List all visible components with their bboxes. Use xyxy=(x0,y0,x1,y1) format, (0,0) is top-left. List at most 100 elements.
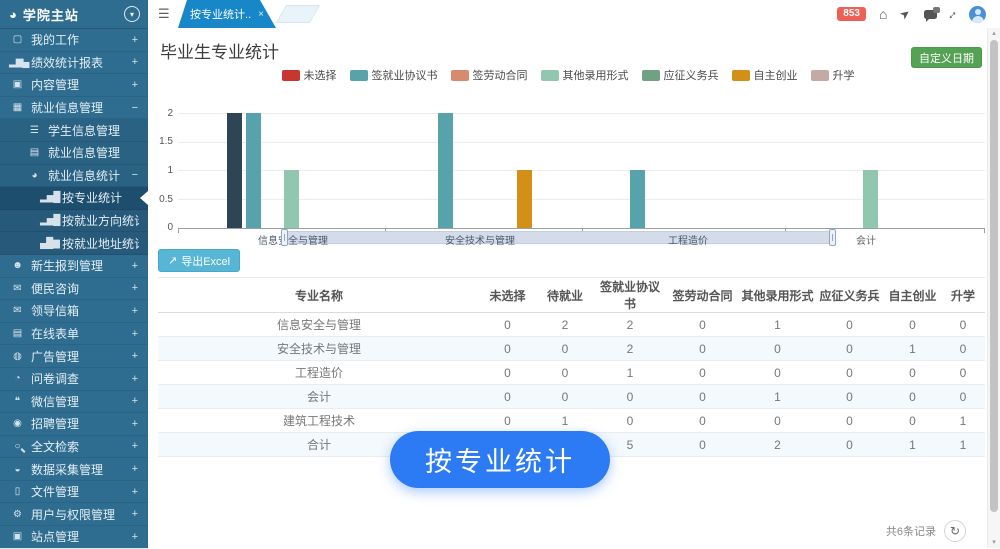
fullscreen-icon[interactable]: ↕ xyxy=(945,6,961,22)
sidebar-item-leader-mailbox[interactable]: ✉ 领导信箱 + xyxy=(0,300,148,323)
sidebar-item-employment-stats[interactable]: ◕ 就业信息统计 − xyxy=(0,164,148,188)
sidebar-header[interactable]: ◕ 学院主站 ▾ xyxy=(0,0,148,29)
legend-item-army[interactable]: 应征义务兵 xyxy=(641,67,719,83)
custom-date-button[interactable]: 自定义日期 xyxy=(911,47,982,68)
bar-c2-agreement xyxy=(438,113,453,228)
x-tick xyxy=(178,229,179,233)
sidebar-item-freshman-registration[interactable]: ☻ 新生报到管理 + xyxy=(0,255,148,278)
record-count: 共6条记录 xyxy=(885,526,936,538)
topbar-actions: 853 ⌂ ➤ ↕ xyxy=(837,0,986,28)
vertical-scrollbar[interactable]: ▴ ▾ xyxy=(987,28,1000,548)
sidebar-item-wechat-mgmt[interactable]: ❝ 微信管理 + xyxy=(0,391,148,414)
laptop-icon: ▢ xyxy=(12,34,22,46)
bar-c1-pending xyxy=(227,113,242,228)
tab-by-major-stats[interactable]: 按专业统计.. × xyxy=(178,0,276,28)
legend-item-unselected[interactable]: 未选择 xyxy=(281,67,337,83)
legend-swatch xyxy=(731,69,750,81)
plus-icon: + xyxy=(131,259,138,272)
plus-icon: + xyxy=(131,350,138,363)
bar-c4-other xyxy=(863,170,878,228)
legend-item-startup[interactable]: 自主创业 xyxy=(731,67,798,83)
scroll-up-icon[interactable]: ▴ xyxy=(992,30,996,37)
plus-icon: + xyxy=(131,508,138,521)
minus-icon: − xyxy=(131,169,138,182)
briefcase-icon: ▦ xyxy=(12,102,22,114)
refresh-button[interactable]: ↻ xyxy=(944,520,966,542)
by-major-stats-overlay-button[interactable]: 按专业统计 xyxy=(390,431,610,488)
sidebar-item-data-collection[interactable]: ◒ 数据采集管理 + xyxy=(0,458,148,481)
page-content: 毕业生专业统计 自定义日期 未选择 签就业协议书 签劳动合同 其他录用形式 xyxy=(148,28,988,548)
comment-icon: ❝ xyxy=(14,395,20,407)
close-icon[interactable]: × xyxy=(258,8,264,20)
legend-item-other[interactable]: 其他录用形式 xyxy=(540,67,629,83)
sidebar-item-by-major-stats[interactable]: ▂▅█ 按专业统计 xyxy=(0,187,148,210)
image-icon: ▣ xyxy=(12,531,22,543)
sidebar-item-convenience-consult[interactable]: ✉ 便民咨询 + xyxy=(0,278,148,301)
sidebar-item-ad-mgmt[interactable]: ◍ 广告管理 + xyxy=(0,345,148,368)
y-tick-label: 0 xyxy=(167,222,173,233)
sidebar-item-student-info-mgmt[interactable]: ☰ 学生信息管理 xyxy=(0,119,148,142)
scrollbar-thumb[interactable] xyxy=(990,40,998,512)
area-chart-icon: ▄█▆ xyxy=(40,237,60,249)
envelope-icon: ✉ xyxy=(13,305,21,317)
plus-icon: + xyxy=(131,78,138,91)
sidebar-item-by-direction-stats[interactable]: ▂▅█ 按就业方向统计 xyxy=(0,209,148,233)
send-icon[interactable]: ➤ xyxy=(897,5,914,23)
export-excel-button[interactable]: ↗ 导出Excel xyxy=(158,249,241,272)
sidebar-item-content-mgmt[interactable]: ▣ 内容管理 + xyxy=(0,74,148,97)
y-tick-label: 1.5 xyxy=(159,136,173,147)
legend-item-further-study[interactable]: 升学 xyxy=(810,67,855,83)
topbar: ☰ 按专业统计.. × 853 ⌂ ➤ ↕ xyxy=(148,0,1000,29)
sidebar-item-recruitment-mgmt[interactable]: ◉ 招聘管理 + xyxy=(0,413,148,436)
col-header: 待就业 xyxy=(535,277,595,313)
gridline xyxy=(178,113,985,114)
legend-item-agreement[interactable]: 签就业协议书 xyxy=(349,67,438,83)
notification-badge[interactable]: 853 xyxy=(837,7,866,21)
sidebar-item-performance-reports[interactable]: ▂▆▄ 绩效统计报表 + xyxy=(0,52,148,75)
datazoom-slider[interactable] xyxy=(285,231,836,244)
datazoom-handle-left[interactable] xyxy=(281,229,288,246)
plus-icon: + xyxy=(131,282,138,295)
home-icon[interactable]: ⌂ xyxy=(878,6,888,22)
plus-icon: + xyxy=(131,440,138,453)
legend-swatch xyxy=(450,69,469,81)
plus-icon: + xyxy=(131,417,138,430)
eye-icon: ◉ xyxy=(13,418,22,430)
datazoom-handle-right[interactable] xyxy=(829,229,836,246)
legend-item-labor-contract[interactable]: 签劳动合同 xyxy=(450,67,528,83)
x-axis-label: 工程造价 xyxy=(668,236,708,247)
sidebar-item-by-address-stats[interactable]: ▄█▆ 按就业地址统计 xyxy=(0,232,148,255)
user-avatar[interactable] xyxy=(969,5,986,23)
sidebar-item-my-work[interactable]: ▢ 我的工作 + xyxy=(0,29,148,52)
chevron-down-icon[interactable]: ▾ xyxy=(124,6,140,22)
plus-icon: + xyxy=(131,327,138,340)
bar-c1-other xyxy=(284,170,299,228)
list-icon: ☰ xyxy=(30,124,39,136)
sidebar-item-employment-info-mgmt-sub[interactable]: ▤ 就业信息管理 xyxy=(0,141,148,165)
sidebar-item-file-mgmt[interactable]: ▯ 文件管理 + xyxy=(0,481,148,504)
hamburger-icon[interactable]: ☰ xyxy=(158,6,170,21)
sidebar-item-survey-mgmt[interactable]: ◔ 问卷调查 + xyxy=(0,368,148,391)
database-icon: ◒ xyxy=(14,463,20,475)
plus-icon: + xyxy=(131,463,138,476)
sidebar-item-fulltext-search[interactable]: ○ 全文检索 + xyxy=(0,436,148,459)
scroll-down-icon[interactable]: ▾ xyxy=(992,539,996,546)
legend-swatch xyxy=(810,69,829,81)
sidebar-item-employment-info-mgmt[interactable]: ▦ 就业信息管理 − xyxy=(0,97,148,120)
sidebar-item-site-mgmt[interactable]: ▣ 站点管理 + xyxy=(0,526,148,549)
sidebar-item-online-forms[interactable]: ▤ 在线表单 + xyxy=(0,323,148,346)
plus-icon: + xyxy=(131,304,138,317)
minus-icon: − xyxy=(131,101,138,114)
gridline xyxy=(178,142,985,143)
legend-swatch xyxy=(349,69,368,81)
col-header: 升学 xyxy=(941,277,985,313)
x-axis-label: 会计 xyxy=(856,236,876,247)
sidebar-item-user-permission-mgmt[interactable]: ⚙ 用户与权限管理 + xyxy=(0,503,148,527)
bar-c3-agreement xyxy=(630,170,645,228)
plus-icon: + xyxy=(131,395,138,408)
comments-icon[interactable] xyxy=(923,6,940,22)
y-tick-label: 2 xyxy=(167,108,173,119)
col-header: 签就业协议书 xyxy=(595,277,665,313)
